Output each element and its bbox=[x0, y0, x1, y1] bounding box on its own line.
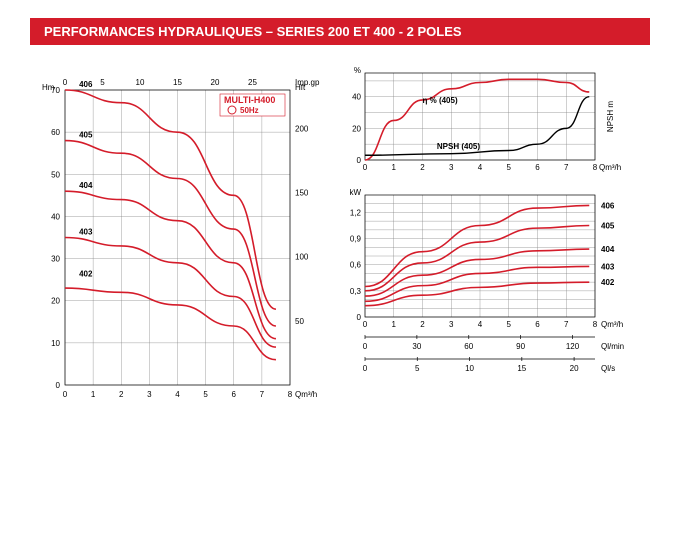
svg-text:5: 5 bbox=[100, 78, 105, 87]
svg-text:0: 0 bbox=[56, 381, 61, 390]
svg-text:Hm: Hm bbox=[42, 83, 55, 92]
svg-text:40: 40 bbox=[51, 212, 60, 221]
banner-title: PERFORMANCES HYDRAULIQUES – SERIES 200 E… bbox=[30, 18, 650, 45]
svg-text:4: 4 bbox=[478, 163, 483, 172]
svg-text:405: 405 bbox=[601, 222, 615, 231]
svg-text:5: 5 bbox=[507, 320, 512, 329]
svg-text:40: 40 bbox=[352, 93, 361, 102]
svg-text:406: 406 bbox=[79, 80, 93, 89]
svg-text:0: 0 bbox=[63, 390, 68, 399]
svg-text:1: 1 bbox=[91, 390, 96, 399]
svg-text:30: 30 bbox=[51, 255, 60, 264]
charts-container: 4064054044034020102030405060700123456785… bbox=[0, 65, 680, 415]
svg-text:404: 404 bbox=[601, 245, 615, 254]
svg-text:50: 50 bbox=[295, 317, 304, 326]
svg-text:120: 120 bbox=[566, 342, 580, 351]
svg-text:7: 7 bbox=[564, 320, 569, 329]
svg-text:20: 20 bbox=[211, 78, 220, 87]
svg-text:0: 0 bbox=[363, 320, 368, 329]
efficiency-chart: 0 20 40 0 1 2 3 4 5 6 7 8% Qm³/h NPSH m η % (405) NPSH … bbox=[340, 65, 640, 175]
svg-text:η % (405): η % (405) bbox=[423, 96, 458, 105]
svg-text:0: 0 bbox=[363, 364, 368, 373]
svg-text:7: 7 bbox=[260, 390, 265, 399]
svg-text:0: 0 bbox=[357, 156, 362, 165]
svg-text:5: 5 bbox=[415, 364, 420, 373]
svg-text:50: 50 bbox=[51, 170, 60, 179]
svg-text:10: 10 bbox=[136, 78, 145, 87]
svg-text:0: 0 bbox=[363, 342, 368, 351]
svg-text:10: 10 bbox=[465, 364, 474, 373]
svg-text:Imp.gpm: Imp.gpm bbox=[295, 78, 320, 87]
svg-text:60: 60 bbox=[51, 128, 60, 137]
svg-text:0,9: 0,9 bbox=[350, 235, 362, 244]
svg-text:15: 15 bbox=[517, 364, 526, 373]
svg-text:0,6: 0,6 bbox=[350, 261, 362, 270]
svg-text:2: 2 bbox=[420, 320, 425, 329]
svg-text:Ql/min: Ql/min bbox=[601, 342, 624, 351]
svg-text:20: 20 bbox=[51, 297, 60, 306]
svg-text:8: 8 bbox=[593, 320, 598, 329]
svg-text:0: 0 bbox=[357, 313, 362, 322]
svg-text:%: % bbox=[354, 66, 361, 75]
svg-text:10: 10 bbox=[51, 339, 60, 348]
main-chart: 4064054044034020102030405060700123456785… bbox=[30, 65, 320, 415]
svg-text:100: 100 bbox=[295, 253, 309, 262]
svg-text:6: 6 bbox=[535, 163, 540, 172]
svg-text:20: 20 bbox=[570, 364, 579, 373]
svg-text:Qm³/h: Qm³/h bbox=[295, 390, 317, 399]
svg-text:Qm³/h: Qm³/h bbox=[599, 163, 621, 172]
svg-text:0,3: 0,3 bbox=[350, 287, 362, 296]
svg-text:6: 6 bbox=[535, 320, 540, 329]
svg-text:NPSH (405): NPSH (405) bbox=[437, 142, 480, 151]
right-charts-col: 02040012345678%Qm³/hNPSH mη % (405)NPSH … bbox=[340, 65, 640, 415]
svg-text:3: 3 bbox=[147, 390, 152, 399]
svg-text:15: 15 bbox=[173, 78, 182, 87]
svg-text:8: 8 bbox=[288, 390, 293, 399]
svg-text:6: 6 bbox=[232, 390, 237, 399]
svg-text:200: 200 bbox=[295, 124, 309, 133]
svg-text:0: 0 bbox=[63, 78, 68, 87]
svg-text:8: 8 bbox=[593, 163, 598, 172]
svg-text:MULTI-H400: MULTI-H400 bbox=[224, 95, 275, 105]
svg-text:7: 7 bbox=[564, 163, 569, 172]
svg-text:1: 1 bbox=[392, 320, 397, 329]
power-chart: 40640540440340200,30,60,91,2kW012345678Q… bbox=[340, 187, 640, 387]
svg-text:3: 3 bbox=[449, 320, 454, 329]
svg-text:406: 406 bbox=[601, 201, 615, 210]
svg-text:NPSH m: NPSH m bbox=[606, 101, 615, 132]
svg-text:20: 20 bbox=[352, 124, 361, 133]
svg-text:60: 60 bbox=[464, 342, 473, 351]
svg-text:405: 405 bbox=[79, 131, 93, 140]
svg-text:25: 25 bbox=[248, 78, 257, 87]
svg-text:2: 2 bbox=[420, 163, 425, 172]
svg-text:30: 30 bbox=[412, 342, 421, 351]
svg-text:5: 5 bbox=[203, 390, 208, 399]
svg-text:50Hz: 50Hz bbox=[240, 106, 259, 115]
svg-text:3: 3 bbox=[449, 163, 454, 172]
svg-text:403: 403 bbox=[79, 228, 93, 237]
svg-text:402: 402 bbox=[79, 270, 93, 279]
svg-text:Qm³/h: Qm³/h bbox=[601, 320, 623, 329]
svg-text:1,2: 1,2 bbox=[350, 208, 362, 217]
svg-text:90: 90 bbox=[516, 342, 525, 351]
svg-text:Ql/s: Ql/s bbox=[601, 364, 615, 373]
svg-text:kW: kW bbox=[349, 188, 361, 197]
svg-text:0: 0 bbox=[363, 163, 368, 172]
svg-text:2: 2 bbox=[119, 390, 124, 399]
svg-text:150: 150 bbox=[295, 189, 309, 198]
svg-text:404: 404 bbox=[79, 181, 93, 190]
svg-text:5: 5 bbox=[507, 163, 512, 172]
svg-text:4: 4 bbox=[478, 320, 483, 329]
svg-text:4: 4 bbox=[175, 390, 180, 399]
svg-text:403: 403 bbox=[601, 262, 615, 271]
main-chart-col: 4064054044034020102030405060700123456785… bbox=[30, 65, 320, 415]
svg-text:402: 402 bbox=[601, 278, 615, 287]
svg-text:1: 1 bbox=[392, 163, 397, 172]
